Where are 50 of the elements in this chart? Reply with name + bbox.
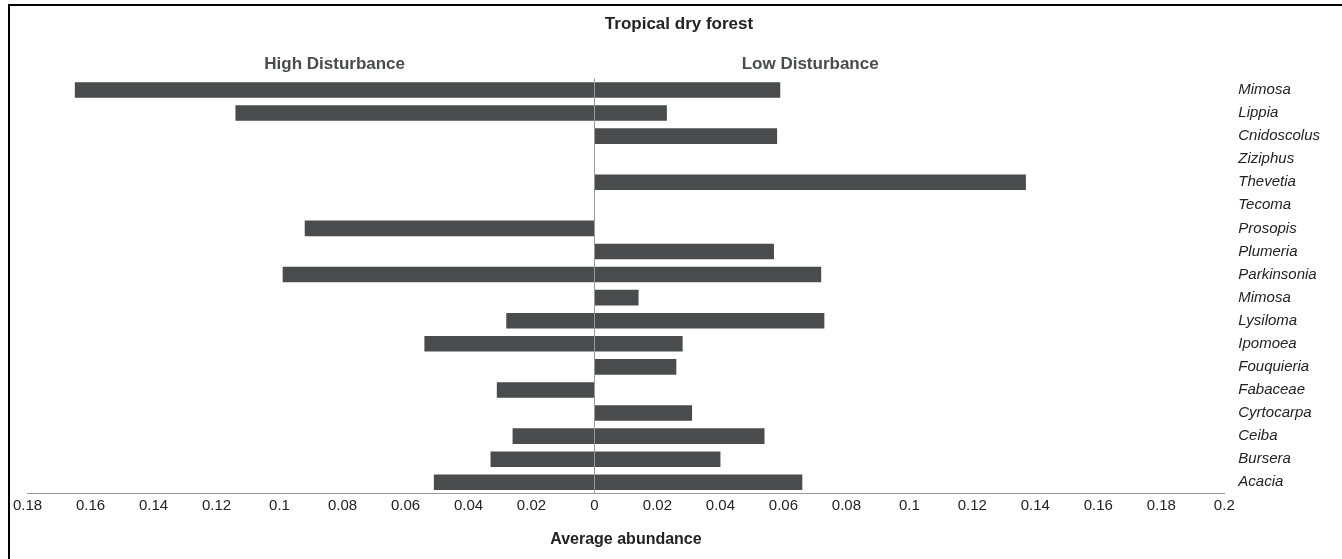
y-tick-label: Parkinsonia	[1238, 264, 1317, 282]
bar	[594, 128, 778, 144]
x-tick-label: 0.04	[705, 495, 736, 513]
y-tick-label: Ceiba	[1238, 426, 1278, 444]
x-tick-label: 0.2	[1213, 495, 1235, 513]
x-tick-label: 0.14	[138, 495, 169, 513]
y-tick-label: Thevetia	[1238, 172, 1296, 190]
y-tick-label: Lysiloma	[1238, 310, 1298, 328]
bar	[594, 359, 677, 375]
y-tick-label: Lippia	[1238, 103, 1279, 121]
y-tick-label: Fouquieria	[1238, 357, 1310, 375]
y-tick-label: Fabaceae	[1238, 380, 1306, 398]
x-tick-label: 0.18	[1146, 495, 1176, 513]
y-tick-label: Cnidoscolus	[1238, 126, 1321, 144]
bar	[594, 174, 1026, 191]
bar	[594, 289, 639, 306]
bar	[496, 382, 595, 398]
y-tick-label: Mimosa	[1238, 80, 1291, 98]
x-tick-label: 0.04	[453, 495, 484, 513]
x-tick-label: 0.14	[1020, 495, 1050, 513]
x-tick-label: 0.18	[13, 495, 43, 513]
x-tick-label: 0.06	[768, 495, 799, 513]
series-label: Low Disturbance	[741, 54, 879, 74]
x-tick-label: 0.16	[1083, 495, 1113, 513]
x-tick-label: 0.08	[831, 495, 861, 513]
x-tick-label: 0	[590, 495, 599, 513]
y-tick-label: Mimosa	[1238, 287, 1291, 305]
y-tick-label: Bursera	[1238, 449, 1291, 467]
x-tick-label: 0.16	[75, 495, 106, 513]
y-tick-label: Acacia	[1237, 472, 1284, 490]
x-axis-title: Average abundance	[550, 529, 702, 547]
x-tick-label: 0.1	[898, 495, 920, 513]
y-tick-label: Cyrtocarpa	[1238, 403, 1312, 421]
x-tick-label: 0.12	[201, 495, 232, 513]
series-label: High Disturbance	[264, 54, 406, 74]
x-tick-label: 0.1	[269, 495, 290, 513]
bar	[594, 405, 693, 421]
y-tick-label: Ziziphus	[1237, 149, 1295, 167]
y-tick-label: Prosopis	[1238, 218, 1298, 236]
y-tick-label: Tecoma	[1238, 195, 1292, 213]
x-tick-label: 0.06	[390, 495, 421, 513]
chart-title: Tropical dry forest	[604, 13, 754, 33]
x-tick-label: 0.08	[327, 495, 358, 513]
bar	[594, 243, 774, 260]
y-tick-label: Ipomoea	[1238, 333, 1297, 351]
x-tick-label: 0.02	[642, 495, 673, 513]
x-tick-label: 0.02	[516, 495, 547, 513]
y-tick-label: Plumeria	[1238, 241, 1298, 259]
bar	[304, 220, 595, 237]
x-tick-label: 0.12	[957, 495, 987, 513]
